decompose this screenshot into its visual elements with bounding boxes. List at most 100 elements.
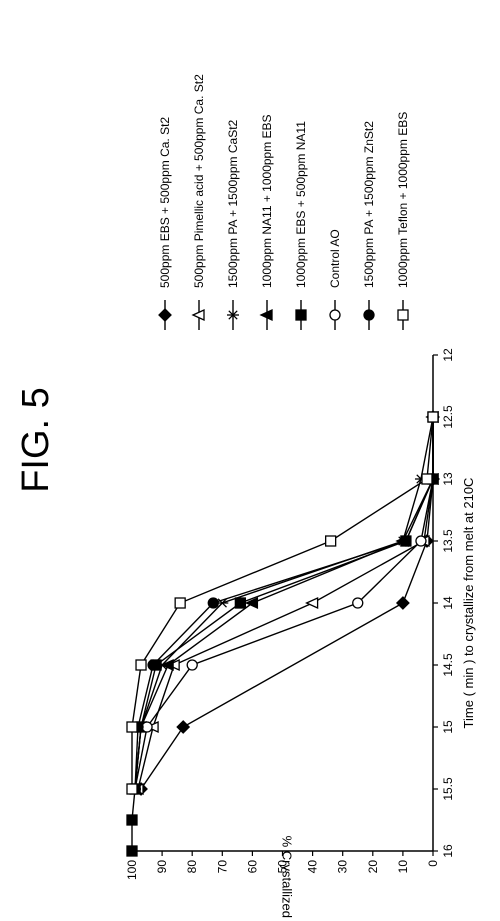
y-tick-label: 30 — [336, 860, 350, 874]
x-tick-label: 14.5 — [441, 653, 455, 677]
legend-marker — [397, 309, 409, 321]
series-8 — [126, 411, 439, 795]
y-tick-label: 50 — [276, 860, 290, 874]
legend-label: 1000ppm NA11 + 1000ppm EBS — [260, 114, 274, 288]
data-point-shape — [176, 720, 191, 734]
y-tick-label: 70 — [215, 860, 229, 874]
data-point — [126, 721, 138, 733]
x-tick-label: 13.5 — [441, 529, 455, 553]
data-point — [427, 411, 439, 423]
legend-label: 1500ppm PA + 1500ppm ZnSt2 — [362, 121, 376, 288]
data-point-shape — [415, 535, 427, 547]
legend-label: Control AO — [328, 229, 342, 288]
data-point — [421, 473, 433, 485]
data-point-shape — [147, 659, 159, 671]
x-tick-label: 16 — [441, 844, 455, 858]
data-point-shape — [174, 597, 186, 609]
y-tick-label: 80 — [185, 860, 199, 874]
legend-marker-shape — [191, 308, 205, 322]
data-point — [126, 845, 138, 857]
data-point-shape — [352, 597, 364, 609]
legend-label: 1000ppm Teflon + 1000ppm EBS — [396, 112, 410, 288]
figure-label: FIG. 5 — [15, 387, 57, 493]
data-point — [244, 596, 259, 610]
legend-marker-shape — [329, 309, 341, 321]
data-point-shape — [325, 535, 337, 547]
data-point-shape — [126, 721, 138, 733]
y-tick-label: 0 — [426, 860, 440, 867]
x-tick-label: 15 — [441, 720, 455, 734]
legend-label: 500ppm Pimellic acid + 500ppm Ca. St2 — [192, 74, 206, 288]
y-tick-label: 100 — [125, 860, 139, 880]
legend-entry-6: Control AO — [328, 229, 342, 330]
data-point — [147, 659, 159, 671]
data-point — [305, 596, 319, 610]
data-point — [415, 535, 427, 547]
data-point-shape — [395, 596, 410, 610]
x-tick-label: 12.5 — [441, 405, 455, 429]
y-tick-label: 20 — [366, 860, 380, 874]
data-point — [126, 783, 138, 795]
legend-label: 1500ppm PA + 1500ppm CaSt2 — [226, 119, 240, 288]
data-point — [400, 535, 412, 547]
legend-entry-3: 1500ppm PA + 1500ppm CaSt2 — [226, 119, 240, 330]
data-point-shape — [400, 535, 412, 547]
data-point — [352, 597, 364, 609]
legend-marker-stroke — [228, 310, 238, 320]
data-point — [135, 659, 147, 671]
data-point-shape — [207, 597, 219, 609]
legend-marker-shape — [397, 309, 409, 321]
x-tick-label: 12 — [441, 348, 455, 362]
data-point-shape — [126, 783, 138, 795]
data-point — [325, 535, 337, 547]
data-point — [126, 814, 138, 826]
data-point-shape — [244, 596, 259, 610]
data-point — [160, 658, 174, 672]
legend-marker — [329, 309, 341, 321]
legend-marker-shape — [259, 308, 273, 322]
legend-marker — [259, 308, 273, 322]
series-line — [131, 417, 434, 851]
data-point-shape — [160, 658, 174, 672]
legend-marker — [227, 310, 239, 320]
legend: 500ppm EBS + 500ppm Ca. St2 500ppm Pimell… — [158, 74, 410, 330]
data-point — [174, 597, 186, 609]
x-tick-label: 14 — [441, 596, 455, 610]
legend-marker — [158, 308, 172, 322]
legend-entry-5: 1000ppm EBS + 500ppm NA11 — [294, 121, 308, 330]
legend-marker — [295, 309, 307, 321]
series-5 — [126, 411, 439, 857]
data-point-shape — [126, 814, 138, 826]
legend-marker-shape — [363, 309, 375, 321]
legend-label: 1000ppm EBS + 500ppm NA11 — [294, 121, 308, 288]
data-point-stroke — [217, 598, 227, 608]
legend-marker — [191, 308, 205, 322]
legend-entry-1: 500ppm EBS + 500ppm Ca. St2 — [158, 117, 172, 330]
y-tick-label: 10 — [396, 860, 410, 874]
plot-area: 12 12.5 13 13.5 14 14.5 15 15.5 160 10 20 30 40 50 60 7… — [125, 348, 476, 921]
data-point-shape — [234, 597, 247, 609]
legend-marker — [363, 309, 375, 321]
y-tick-label: 90 — [155, 860, 169, 874]
data-point — [234, 597, 247, 609]
data-point-shape — [126, 845, 138, 857]
data-point — [186, 659, 198, 671]
legend-entry-4: 1000ppm NA11 + 1000ppm EBS — [259, 114, 274, 330]
legend-marker-shape — [295, 309, 307, 321]
data-point-shape — [186, 659, 198, 671]
data-point — [207, 597, 219, 609]
x-tick-label: 15.5 — [441, 777, 455, 801]
legend-entry-7: 1500ppm PA + 1500ppm ZnSt2 — [362, 121, 376, 330]
data-point-shape — [135, 659, 147, 671]
data-point-shape — [305, 596, 319, 610]
data-point — [176, 720, 191, 734]
legend-entry-8: 1000ppm Teflon + 1000ppm EBS — [396, 112, 410, 330]
legend-label: 500ppm EBS + 500ppm Ca. St2 — [158, 117, 172, 288]
data-point — [395, 596, 410, 610]
x-tick-label: 13 — [441, 472, 455, 486]
legend-entry-2: 500ppm Pimellic acid + 500ppm Ca. St2 — [191, 74, 206, 330]
x-axis-title: Time ( min ) to crystallize from melt at… — [461, 478, 476, 729]
data-point-shape — [427, 411, 439, 423]
legend-marker-shape — [158, 308, 172, 322]
